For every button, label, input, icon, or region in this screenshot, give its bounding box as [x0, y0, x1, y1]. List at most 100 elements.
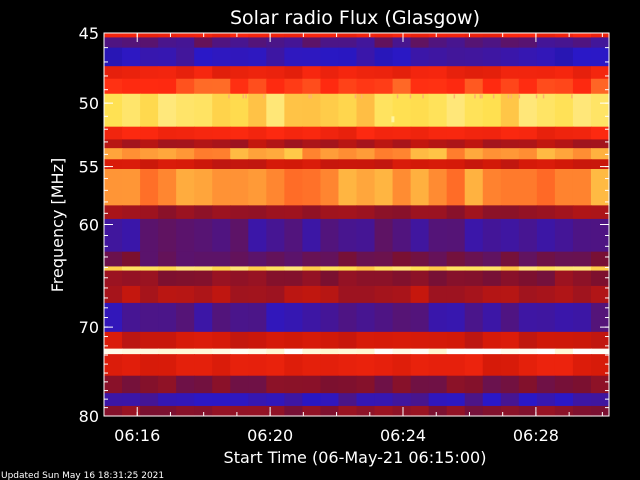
heatmap-cell [572, 169, 592, 206]
heatmap-cell [482, 37, 502, 49]
heatmap-cell [428, 270, 448, 287]
heatmap-cell [122, 375, 141, 394]
heatmap-cell [482, 354, 502, 377]
heatmap-cell [590, 66, 610, 80]
heatmap-cell [410, 205, 430, 220]
y-tick-label: 50 [79, 94, 99, 113]
frequency-band [104, 393, 610, 407]
heatmap-cell [194, 375, 213, 394]
heatmap-cell [536, 169, 556, 206]
heatmap-cell [320, 375, 340, 394]
heatmap-cell [446, 331, 466, 350]
heatmap-cell [104, 302, 123, 333]
frequency-band [104, 266, 610, 272]
heatmap-cell [338, 159, 358, 170]
heatmap-cell [320, 266, 340, 272]
heatmap-cell [194, 348, 213, 355]
heatmap-cell [194, 393, 213, 407]
heatmap-cell [500, 251, 520, 268]
heatmap-cell [320, 169, 340, 206]
heatmap-cell [284, 93, 303, 128]
heatmap-cell [554, 148, 574, 160]
heatmap-cell [104, 375, 123, 394]
heatmap-cell [140, 33, 159, 39]
heatmap-cell [320, 47, 340, 67]
heatmap-cell [518, 33, 538, 39]
heatmap-cell [554, 126, 574, 141]
heatmap-cell [392, 66, 412, 80]
heatmap-cell [428, 47, 448, 67]
heatmap-cell [428, 78, 448, 95]
heatmap-cell [536, 66, 556, 80]
heatmap-cell [266, 251, 285, 268]
burst-spike [263, 94, 265, 99]
heatmap-cell [446, 285, 466, 304]
heatmap-cell [446, 375, 466, 394]
heatmap-cell [140, 37, 159, 49]
heatmap-cell [482, 148, 502, 160]
frequency-band [104, 66, 610, 80]
heatmap-cell [248, 148, 267, 160]
heatmap-cell [284, 270, 303, 287]
y-tick-label: 60 [79, 216, 99, 235]
heatmap-cell [284, 169, 303, 206]
heatmap-cell [410, 354, 430, 377]
frequency-band [104, 270, 610, 287]
heatmap-cell [248, 375, 267, 394]
frequency-band [104, 405, 610, 417]
heatmap-cell [266, 285, 285, 304]
heatmap-cell [428, 266, 448, 272]
heatmap-cell [464, 205, 484, 220]
y-axis-ticks: 45 50 55 60 70 80 [79, 24, 609, 426]
heatmap-cell [464, 93, 484, 128]
heatmap-cell [158, 148, 177, 160]
heatmap-cell [338, 285, 358, 304]
heatmap-cell [446, 270, 466, 287]
x-tick-label: 06:24 [380, 426, 426, 445]
heatmap-cell [590, 270, 610, 287]
heatmap-cell [104, 348, 123, 355]
heatmap-cell [230, 66, 249, 80]
heatmap-cell [590, 93, 610, 128]
heatmap-cell [392, 348, 412, 355]
heatmap-cell [338, 66, 358, 80]
heatmap-cell [356, 251, 376, 268]
heatmap-cell [194, 205, 213, 220]
heatmap-cell [284, 148, 303, 160]
heatmap-cell [248, 78, 267, 95]
heatmap-cell [590, 266, 610, 272]
heatmap-cell [500, 348, 520, 355]
burst-spike [391, 116, 395, 123]
heatmap-cell [158, 405, 177, 417]
heatmap-cell [482, 218, 502, 253]
heatmap-cell [248, 218, 267, 253]
heatmap-cell [374, 375, 394, 394]
heatmap-cell [194, 218, 213, 253]
heatmap-cell [212, 37, 231, 49]
heatmap-cell [554, 393, 574, 407]
heatmap-cell [500, 393, 520, 407]
heatmap-cell [464, 285, 484, 304]
heatmap-cell [536, 354, 556, 377]
heatmap-cell [230, 285, 249, 304]
heatmap-cell [392, 375, 412, 394]
heatmap-cell [392, 126, 412, 141]
heatmap-cell [518, 148, 538, 160]
heatmap-cell [446, 93, 466, 128]
heatmap-cell [284, 139, 303, 149]
heatmap-cell [500, 270, 520, 287]
heatmap-cell [446, 354, 466, 377]
heatmap-cell [374, 405, 394, 417]
heatmap-cell [374, 93, 394, 128]
heatmap-cell [320, 270, 340, 287]
heatmap-cell [212, 266, 231, 272]
frequency-band [104, 37, 610, 49]
heatmap-cell [356, 139, 376, 149]
heatmap-cell [338, 393, 358, 407]
heatmap-cell [410, 331, 430, 350]
frequency-band [104, 354, 610, 377]
heatmap-cell [410, 33, 430, 39]
heatmap-cell [410, 126, 430, 141]
heatmap-cell [302, 66, 322, 80]
heatmap-cell [356, 302, 376, 333]
